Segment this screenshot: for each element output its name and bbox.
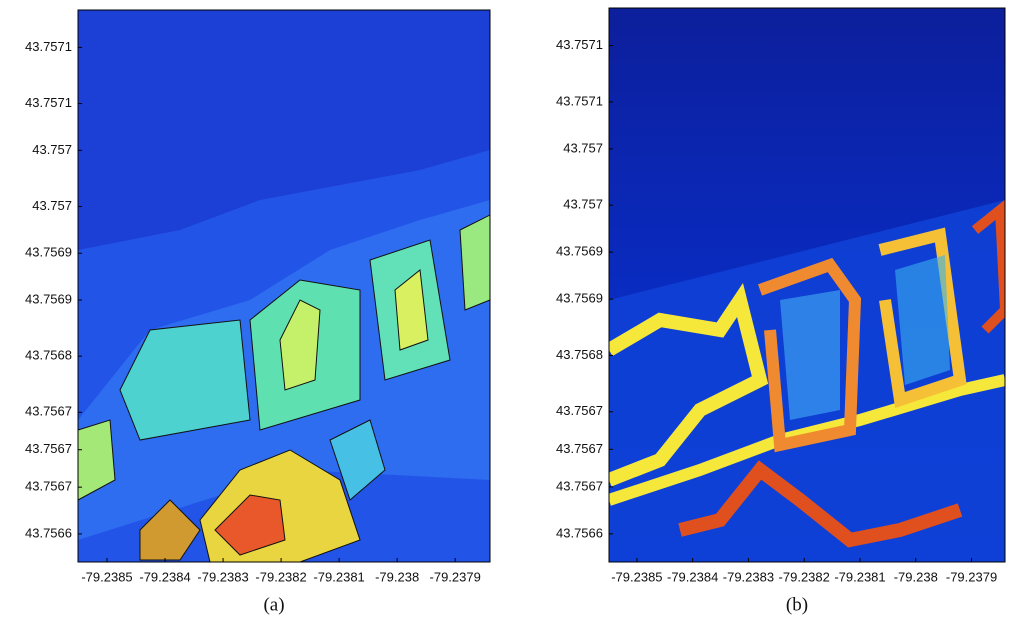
- caption: (a): [263, 594, 284, 615]
- x-tick-label: -79.2384: [139, 569, 190, 584]
- x-tick-label: -79.2384: [667, 569, 718, 584]
- x-tick-label: -79.2379: [946, 569, 997, 584]
- heatmap-image: [609, 8, 1005, 562]
- y-tick-label: 43.757: [32, 142, 72, 157]
- y-tick-label: 43.7567: [25, 404, 72, 419]
- y-tick-label: 43.757: [563, 197, 603, 212]
- y-tick-label: 43.7567: [556, 441, 603, 456]
- x-tick-label: -79.238: [375, 569, 419, 584]
- y-tick-label: 43.7568: [25, 348, 72, 363]
- y-tick-label: 43.7569: [25, 245, 72, 260]
- x-tick-label: -79.2383: [723, 569, 774, 584]
- x-tick-label: -79.238: [894, 569, 938, 584]
- y-tick-label: 43.7567: [556, 478, 603, 493]
- y-tick-label: 43.7566: [556, 525, 603, 540]
- y-tick-label: 43.7569: [25, 291, 72, 306]
- caption: (b): [786, 594, 808, 615]
- y-tick-label: 43.7567: [25, 441, 72, 456]
- y-tick-label: 43.7571: [25, 95, 72, 110]
- y-tick-label: 43.7569: [556, 291, 603, 306]
- x-tick-label: -79.2379: [430, 569, 481, 584]
- x-tick-label: -79.2382: [779, 569, 830, 584]
- y-tick-label: 43.7567: [25, 479, 72, 494]
- x-tick-label: -79.2381: [834, 569, 885, 584]
- y-tick-label: 43.7567: [556, 403, 603, 418]
- contour-image: [78, 10, 490, 562]
- y-tick-label: 43.757: [563, 140, 603, 155]
- y-tick-label: 43.757: [32, 198, 72, 213]
- axes-box: [608, 7, 1006, 563]
- x-tick-label: -79.2382: [255, 569, 306, 584]
- axes-box: [77, 9, 491, 563]
- x-tick-label: -79.2383: [197, 569, 248, 584]
- y-tick-label: 43.7571: [556, 37, 603, 52]
- y-tick-label: 43.7571: [556, 93, 603, 108]
- y-tick-label: 43.7568: [556, 347, 603, 362]
- y-tick-label: 43.7571: [25, 39, 72, 54]
- x-tick-label: -79.2385: [81, 569, 132, 584]
- x-tick-label: -79.2381: [313, 569, 364, 584]
- y-tick-label: 43.7566: [25, 525, 72, 540]
- y-tick-label: 43.7569: [556, 244, 603, 259]
- x-tick-label: -79.2385: [611, 569, 662, 584]
